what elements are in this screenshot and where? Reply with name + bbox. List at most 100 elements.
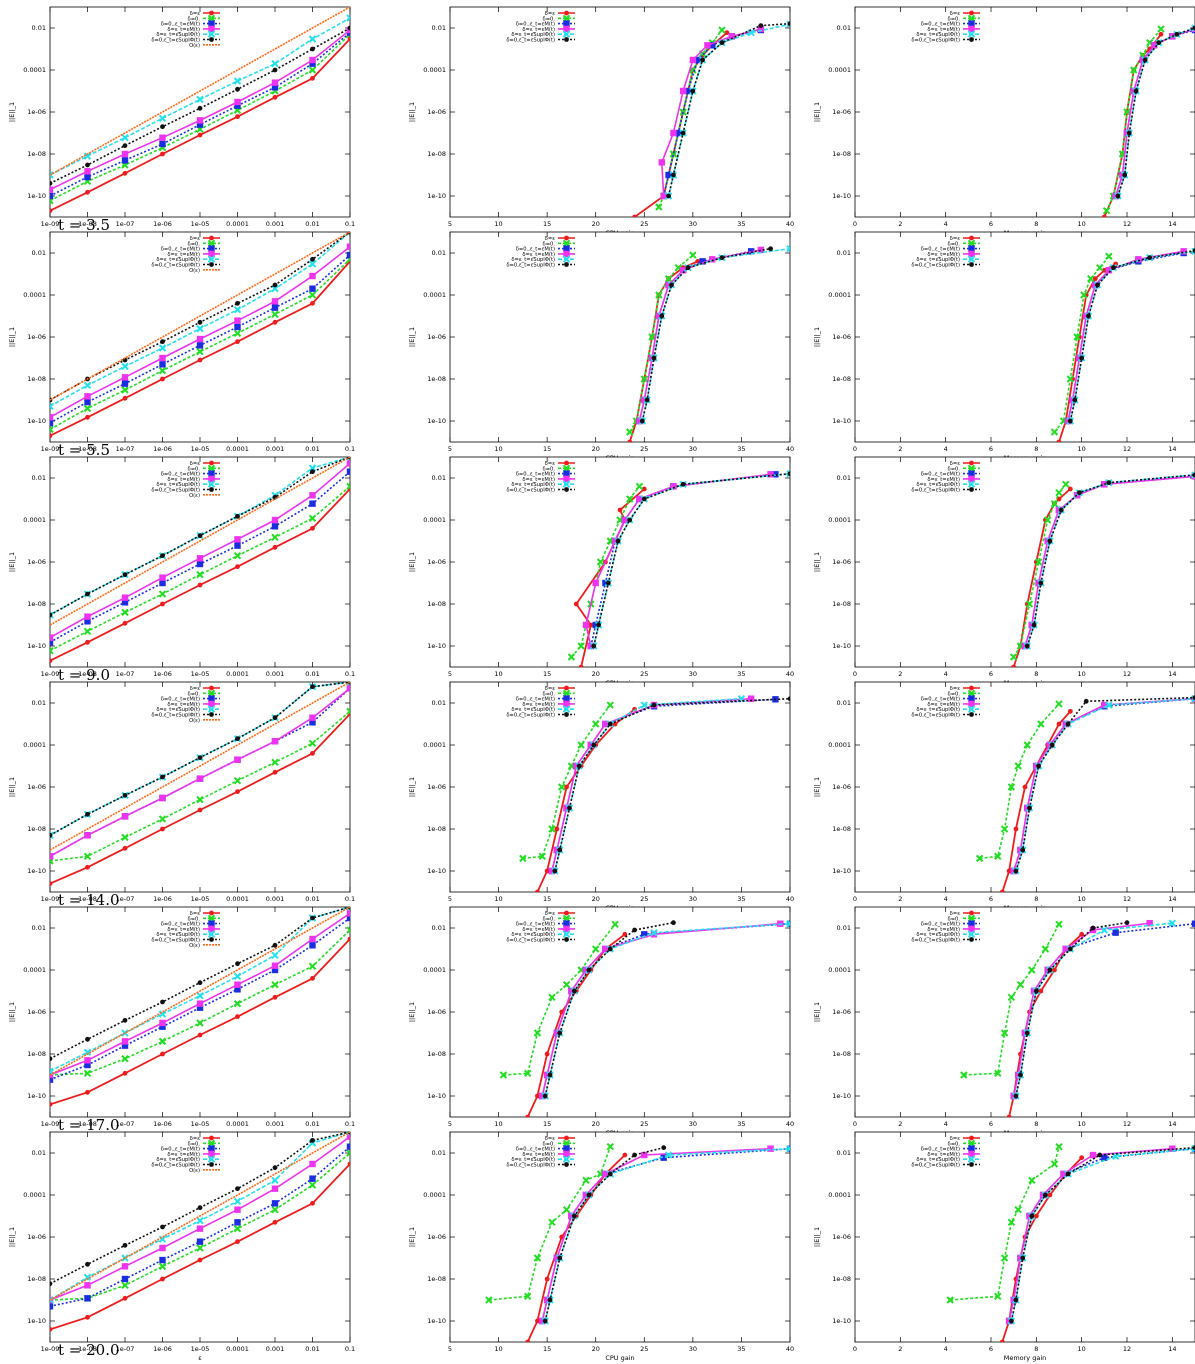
data-point-marker	[196, 347, 204, 356]
legend-entry-label: δ=ε	[190, 911, 201, 917]
data-point-marker	[1101, 701, 1108, 709]
x-tick-label: 6	[989, 670, 993, 678]
legend-entry-label: δ=0.	[948, 1141, 961, 1147]
y-tick-label: 1e-10	[27, 192, 46, 200]
data-point-marker	[271, 310, 279, 319]
series-line	[662, 29, 762, 197]
x-tick-label: 25	[640, 895, 648, 903]
data-point-marker	[1151, 42, 1158, 49]
data-point-marker	[160, 376, 165, 382]
y-tick-label: 0.01	[432, 249, 446, 257]
series-line	[1026, 474, 1195, 647]
y-tick-label: 1e-10	[27, 867, 46, 875]
legend-marker	[968, 925, 975, 933]
data-point-marker	[310, 46, 315, 52]
data-point-marker	[308, 291, 317, 299]
y-axis-label: ||E||_1	[813, 327, 821, 347]
x-tick-label: 8	[1034, 220, 1038, 228]
x-tick-label: 4	[944, 220, 948, 228]
data-point-marker	[272, 319, 278, 325]
x-tick-label: 0.1	[345, 445, 355, 453]
legend-marker	[209, 1162, 214, 1167]
x-tick-label: 0	[853, 1120, 857, 1128]
series-line	[50, 258, 350, 431]
y-tick-label: 0.01	[432, 1149, 446, 1157]
data-point-marker	[605, 580, 611, 586]
data-point-marker	[235, 1239, 240, 1245]
y-tick-label: 1e-06	[27, 108, 46, 116]
legend-marker	[969, 10, 974, 16]
data-point-marker	[159, 574, 166, 581]
data-point-marker	[234, 323, 241, 331]
series-line	[1015, 696, 1195, 872]
legend-entry-label: δ=0.	[543, 691, 556, 697]
x-tick-label: 1e-09	[41, 1120, 60, 1128]
legend-marker	[969, 460, 974, 466]
data-point-marker	[1126, 130, 1132, 136]
legend-entry-label: δ=0.,ε_t=εM(t)	[161, 247, 200, 253]
y-tick-label: 1e-10	[832, 417, 851, 425]
x-tick-label: 0	[853, 220, 857, 228]
data-point-marker	[1072, 397, 1078, 403]
data-point-marker	[621, 516, 629, 524]
data-point-marker	[1101, 481, 1108, 488]
time-label: t = 9.0	[58, 666, 110, 684]
legend-marker	[564, 10, 569, 16]
data-point-marker	[271, 951, 279, 960]
legend-marker	[968, 20, 975, 27]
x-tick-label: 1e-05	[191, 1345, 210, 1353]
data-point-marker	[196, 1000, 204, 1007]
legend-entry-label: O(ε)	[189, 43, 200, 49]
data-point-marker	[271, 298, 279, 305]
x-tick-label: 40	[786, 895, 794, 903]
data-point-marker	[787, 21, 790, 27]
legend-marker	[562, 480, 571, 488]
data-point-marker	[50, 1296, 54, 1304]
data-point-marker	[636, 417, 643, 425]
x-tick-label: 14	[1168, 445, 1176, 453]
legend-marker	[969, 1162, 974, 1167]
x-tick-label: 20	[592, 1120, 600, 1128]
data-point-marker	[1077, 490, 1082, 496]
legend-entry-label: δ=ε_t=εM(t)	[522, 702, 555, 708]
data-point-marker	[787, 696, 790, 702]
data-point-marker	[576, 763, 582, 769]
error-vs-epsilon-chart: 1e-10 1e-08 1e-06 0.0001 0.01 ||E||_1 1e-09 1e-…	[8, 231, 355, 462]
series-line	[667, 22, 790, 197]
plot-frame	[449, 681, 791, 893]
data-point-marker	[648, 333, 656, 341]
data-point-marker	[308, 35, 317, 43]
data-point-marker	[1029, 1213, 1035, 1219]
data-point-marker	[1080, 291, 1088, 299]
data-point-marker	[1031, 622, 1037, 628]
x-tick-label: 0.0001	[226, 1345, 249, 1353]
x-tick-label: 15	[543, 220, 551, 228]
data-point-marker	[615, 538, 621, 544]
x-tick-label: 20	[592, 670, 600, 678]
data-point-marker	[160, 1224, 165, 1230]
y-tick-label: 0.01	[32, 249, 46, 257]
y-tick-label: 1e-06	[27, 1008, 46, 1016]
series-line	[590, 473, 776, 647]
legend-entry-label: δ=0.	[948, 916, 961, 922]
data-point-marker	[1047, 538, 1053, 544]
data-point-marker	[539, 1317, 546, 1325]
data-point-marker	[309, 714, 316, 721]
x-tick-label: 0	[853, 670, 857, 678]
legend-entry-label: δ=ε	[950, 686, 961, 692]
data-point-marker	[588, 622, 594, 628]
data-point-marker	[606, 701, 614, 709]
legend-marker	[209, 460, 214, 466]
x-tick-label: 1e-05	[191, 895, 210, 903]
data-point-marker	[271, 516, 279, 524]
data-point-marker	[1009, 653, 1018, 661]
x-tick-label: 10	[494, 445, 502, 453]
legend-entry-label: δ=0.	[948, 16, 961, 22]
data-point-marker	[83, 152, 92, 160]
series-line	[1001, 710, 1071, 892]
data-point-marker	[234, 542, 241, 549]
data-point-marker	[50, 634, 54, 641]
data-point-marker	[346, 26, 350, 34]
data-point-marker	[607, 1171, 613, 1177]
time-label: t = 17.0	[58, 1116, 120, 1134]
